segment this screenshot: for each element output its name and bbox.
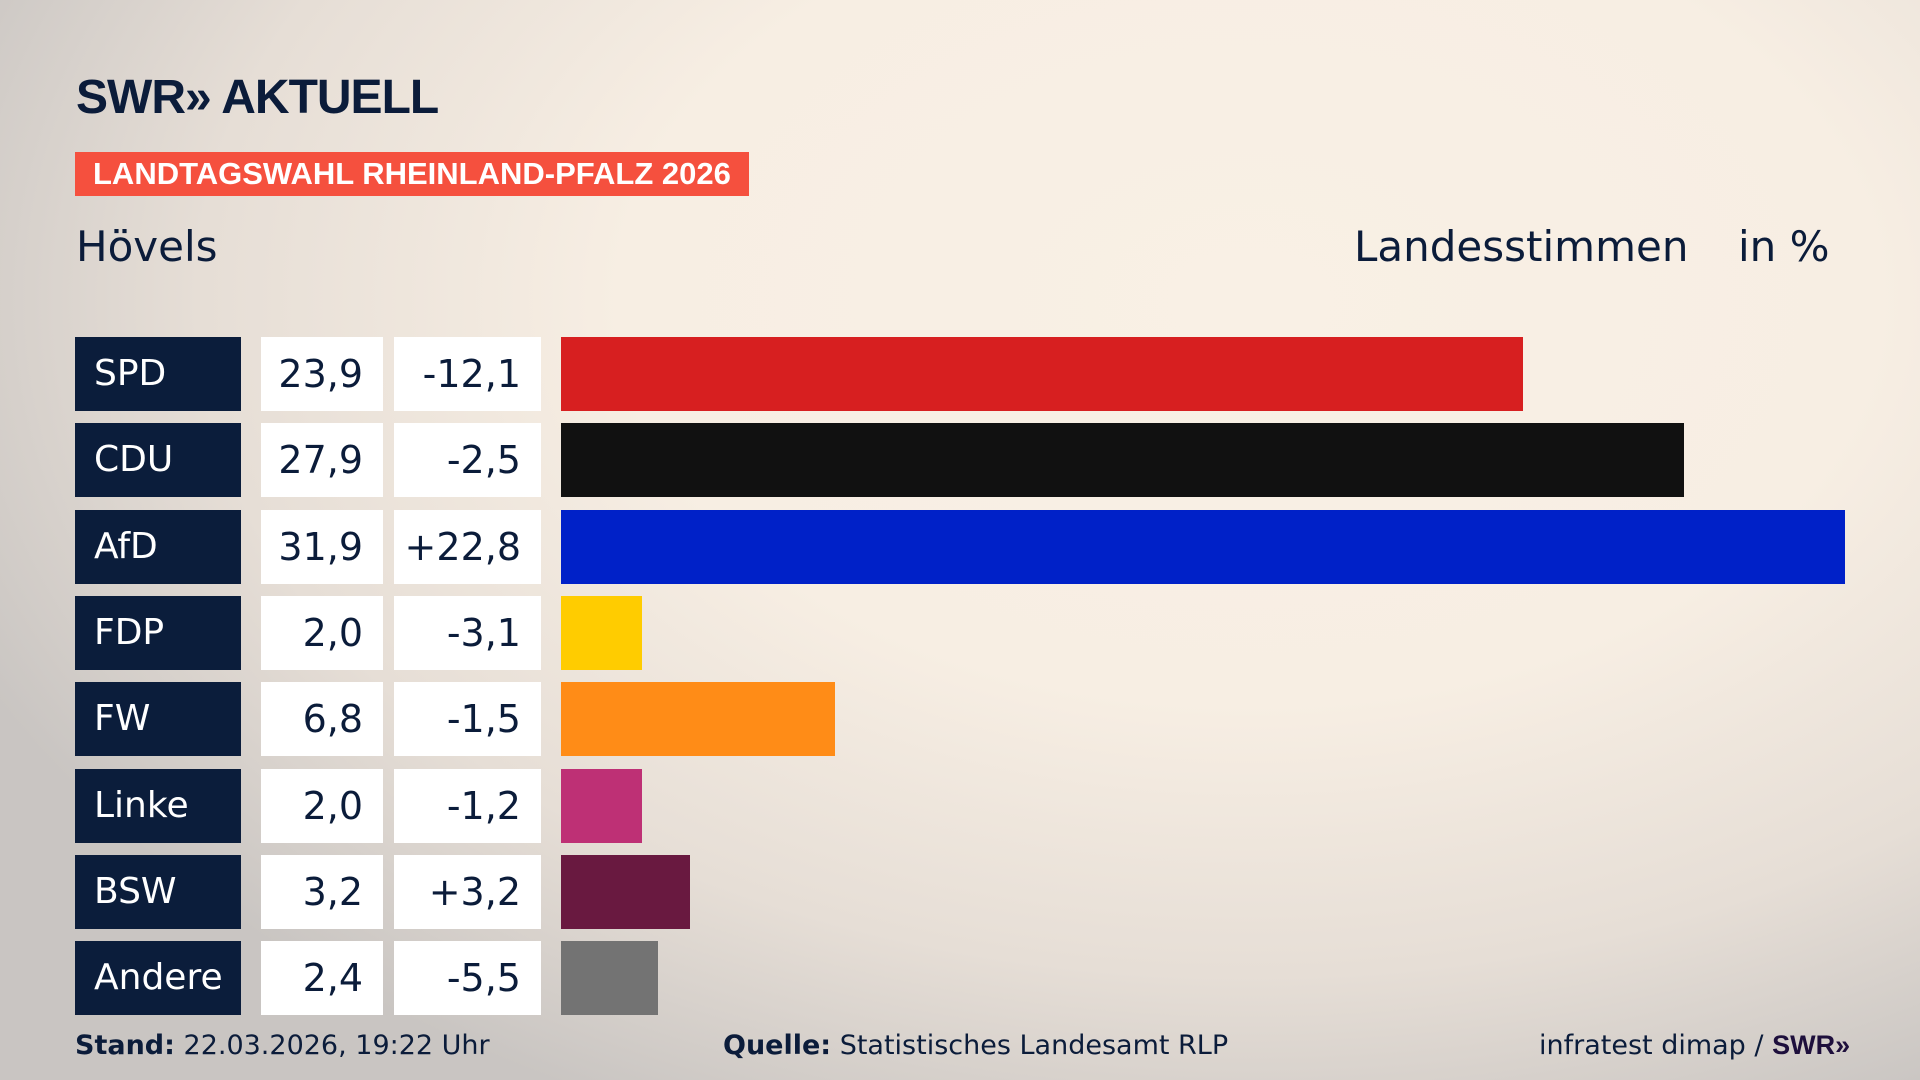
diff-label: -3,1: [394, 595, 541, 670]
stand-value: 22.03.2026, 19:22 Uhr: [183, 1030, 490, 1061]
timestamp: Stand: 22.03.2026, 19:22 Uhr: [75, 1030, 490, 1061]
party-label: Andere: [75, 941, 241, 1016]
party-label: FDP: [75, 595, 241, 670]
stand-label: Stand:: [75, 1030, 175, 1061]
value-label: 23,9: [261, 337, 383, 411]
source-value: Statistisches Landesamt RLP: [839, 1030, 1229, 1061]
election-banner: LANDTAGSWAHL RHEINLAND-PFALZ 2026: [75, 152, 749, 196]
bar: [561, 854, 690, 929]
party-label: CDU: [75, 423, 241, 498]
diff-label: -2,5: [394, 423, 541, 498]
value-label: 31,9: [261, 509, 383, 584]
source-label: Quelle:: [723, 1030, 832, 1061]
bar: [561, 941, 658, 1016]
party-label: Linke: [75, 768, 241, 843]
value-label: 6,8: [261, 682, 383, 757]
value-label: 2,4: [261, 941, 383, 1016]
swr-logo-small: SWR»: [1772, 1030, 1851, 1060]
diff-label: +22,8: [394, 509, 541, 584]
diff-label: -12,1: [394, 337, 541, 411]
credit: infratest dimap / SWR»: [1539, 1030, 1850, 1061]
value-label: 2,0: [261, 768, 383, 843]
bar: [561, 682, 835, 757]
credit-text: infratest dimap /: [1539, 1030, 1764, 1061]
value-label: 3,2: [261, 854, 383, 929]
source: Quelle: Statistisches Landesamt RLP: [723, 1030, 1228, 1061]
measure-label: Landesstimmen: [1354, 222, 1689, 271]
bar: [561, 337, 1523, 411]
bar: [561, 509, 1845, 584]
value-label: 27,9: [261, 423, 383, 498]
party-label: AfD: [75, 509, 241, 584]
bar: [561, 595, 642, 670]
swr-aktuell-logo: SWR» AKTUELL: [76, 71, 439, 124]
diff-label: +3,2: [394, 854, 541, 929]
bar: [561, 423, 1684, 498]
diff-label: -1,2: [394, 768, 541, 843]
location-title: Hövels: [76, 222, 218, 271]
party-label: FW: [75, 682, 241, 757]
value-label: 2,0: [261, 595, 383, 670]
unit-label: in %: [1738, 222, 1830, 271]
party-label: SPD: [75, 337, 241, 411]
diff-label: -5,5: [394, 941, 541, 1016]
bar: [561, 768, 642, 843]
diff-label: -1,5: [394, 682, 541, 757]
party-label: BSW: [75, 854, 241, 929]
